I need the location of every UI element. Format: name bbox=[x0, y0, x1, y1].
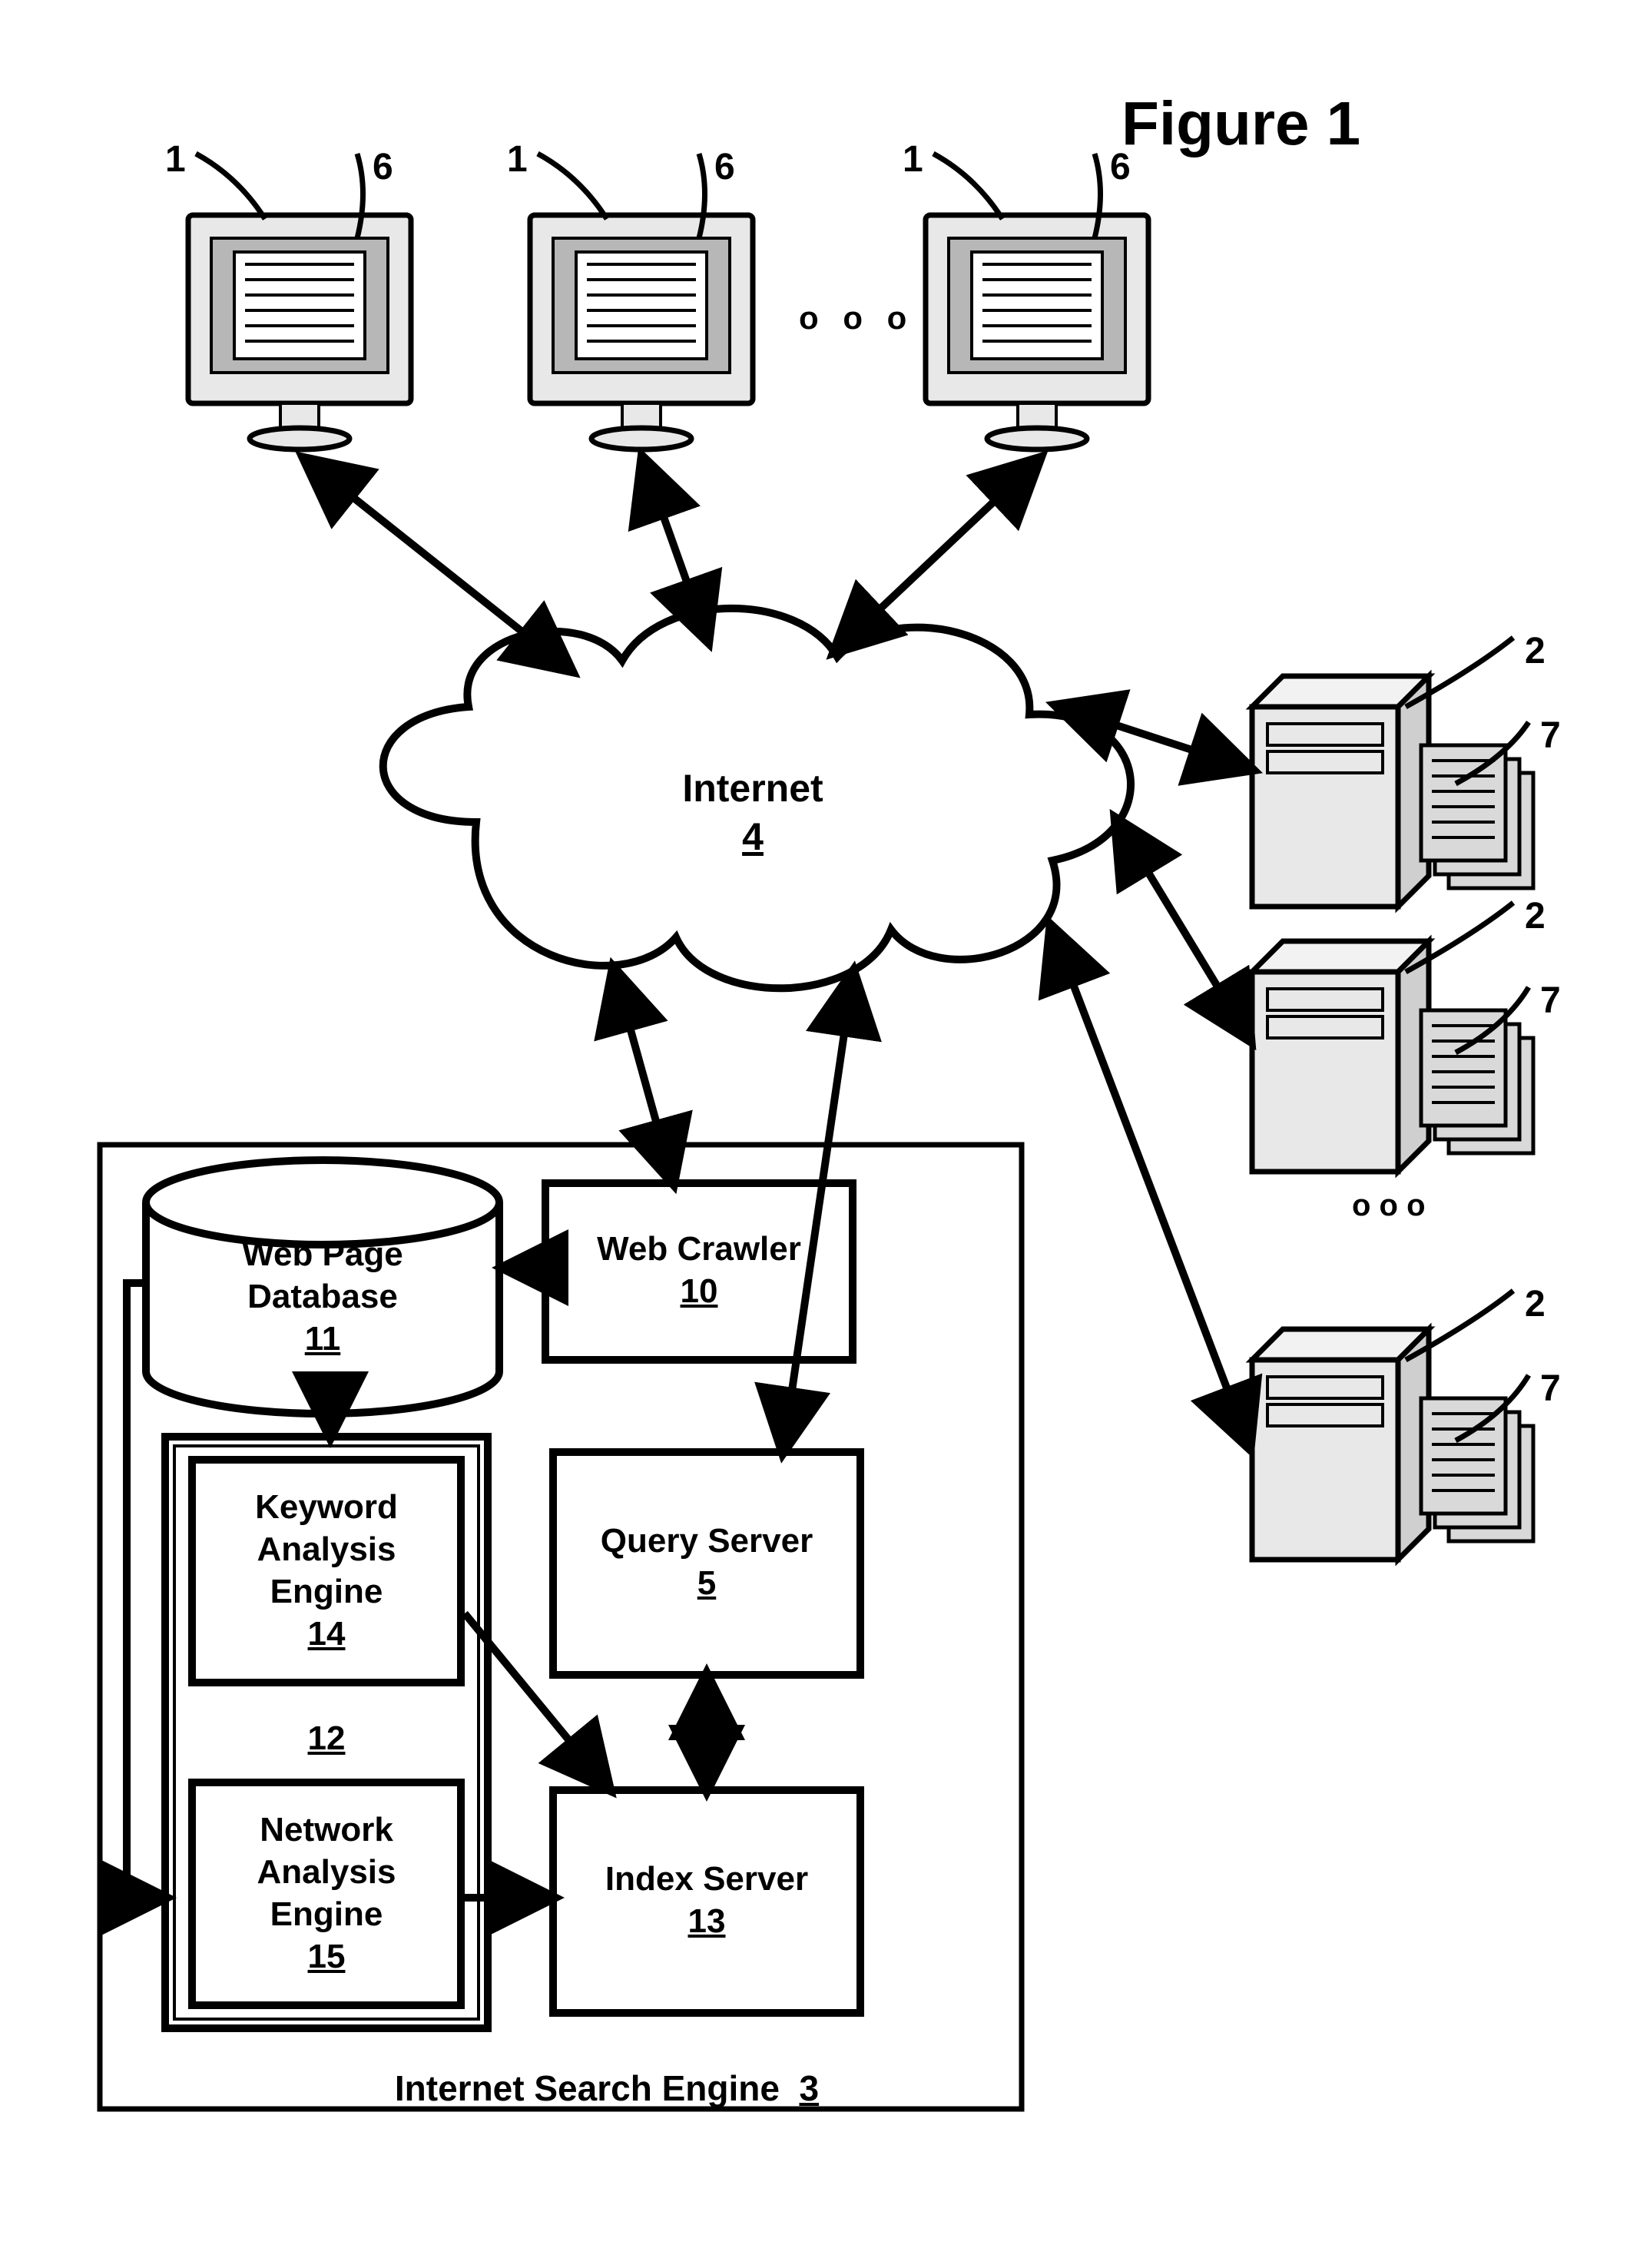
search-engine-label: Internet Search Engine 3 bbox=[338, 2067, 876, 2111]
ref-l-m3-1: 1 bbox=[903, 138, 923, 181]
server-s1 bbox=[1252, 676, 1533, 907]
leader-l-s1-2 bbox=[1406, 638, 1513, 707]
ref-l-s3-2: 2 bbox=[1525, 1283, 1546, 1325]
leader-l-m1-6 bbox=[357, 154, 363, 238]
monitor-m1 bbox=[188, 215, 411, 449]
leader-l-m3-1 bbox=[933, 154, 1002, 219]
arrow-m1-cloud bbox=[307, 461, 568, 668]
arrow-cloud-s3 bbox=[1052, 930, 1248, 1444]
ellipsis-servers: o o o bbox=[1352, 1195, 1426, 1216]
network-engine-label: NetworkAnalysisEngine15 bbox=[192, 1809, 461, 1978]
leader-l-m1-1 bbox=[196, 154, 265, 219]
arrow-m2-cloud bbox=[644, 461, 707, 638]
ref-l-m1-1: 1 bbox=[165, 138, 186, 181]
server-s3 bbox=[1252, 1329, 1533, 1560]
db-top bbox=[146, 1160, 499, 1245]
ref-l-m1-6: 6 bbox=[373, 146, 393, 188]
leader-l-m2-6 bbox=[699, 154, 705, 238]
cloud-label: Internet4 bbox=[638, 764, 868, 860]
figure-title: Figure 1 bbox=[1121, 88, 1360, 159]
server-s2 bbox=[1252, 941, 1533, 1172]
leader-l-s3-2 bbox=[1406, 1291, 1513, 1360]
monitor-m3 bbox=[926, 215, 1148, 449]
arrow-cloud-crawler bbox=[615, 972, 672, 1179]
web-crawler-label: Web Crawler10 bbox=[545, 1228, 853, 1312]
arrow-m3-cloud bbox=[837, 461, 1037, 649]
keyword-engine-label: KeywordAnalysisEngine14 bbox=[192, 1486, 461, 1655]
arrow-cloud-s2 bbox=[1118, 822, 1248, 1037]
leader-l-s2-2 bbox=[1406, 903, 1513, 972]
ref-l-s2-7: 7 bbox=[1540, 980, 1561, 1022]
leader-l-m3-6 bbox=[1095, 154, 1101, 238]
ref-l-m2-1: 1 bbox=[507, 138, 528, 181]
ref-l-s3-7: 7 bbox=[1540, 1368, 1561, 1410]
index-server-label: Index Server13 bbox=[553, 1858, 860, 1942]
ellipsis-monitors: o o o bbox=[799, 300, 914, 337]
monitor-m2 bbox=[530, 215, 753, 449]
ref-l-s2-2: 2 bbox=[1525, 895, 1546, 937]
ref-l-s1-7: 7 bbox=[1540, 715, 1561, 757]
engine-group-ref: 12 bbox=[288, 1717, 365, 1759]
query-server-label: Query Server5 bbox=[553, 1520, 860, 1604]
ref-l-m2-6: 6 bbox=[714, 146, 735, 188]
ref-l-m3-6: 6 bbox=[1110, 146, 1131, 188]
leader-l-m2-1 bbox=[538, 154, 607, 219]
db-label: Web PageDatabase11 bbox=[207, 1233, 438, 1360]
ref-l-s1-2: 2 bbox=[1525, 630, 1546, 672]
